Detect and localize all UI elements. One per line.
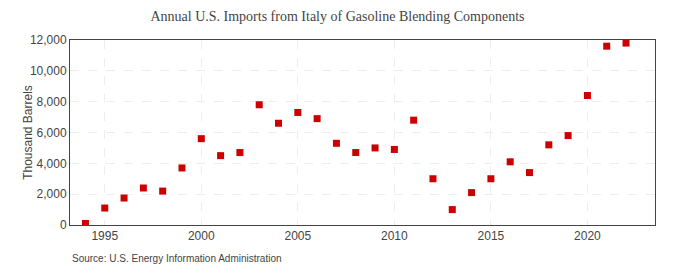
svg-text:1995: 1995 (91, 229, 118, 243)
svg-text:2020: 2020 (574, 229, 601, 243)
svg-text:2005: 2005 (284, 229, 311, 243)
svg-text:Thousand Barrels: Thousand Barrels (21, 85, 35, 180)
svg-text:4,000: 4,000 (37, 157, 67, 171)
svg-text:0: 0 (60, 218, 67, 232)
svg-text:Source: U.S. Energy Informatio: Source: U.S. Energy Information Administ… (72, 253, 282, 264)
svg-text:2,000: 2,000 (37, 187, 67, 201)
svg-text:8,000: 8,000 (37, 95, 67, 109)
svg-text:2015: 2015 (478, 229, 505, 243)
svg-text:2000: 2000 (188, 229, 215, 243)
svg-text:Annual U.S. Imports from Italy: Annual U.S. Imports from Italy of Gasoli… (150, 9, 524, 24)
svg-text:2010: 2010 (381, 229, 408, 243)
svg-text:12,000: 12,000 (30, 33, 67, 47)
svg-text:10,000: 10,000 (30, 64, 67, 78)
svg-text:6,000: 6,000 (37, 126, 67, 140)
